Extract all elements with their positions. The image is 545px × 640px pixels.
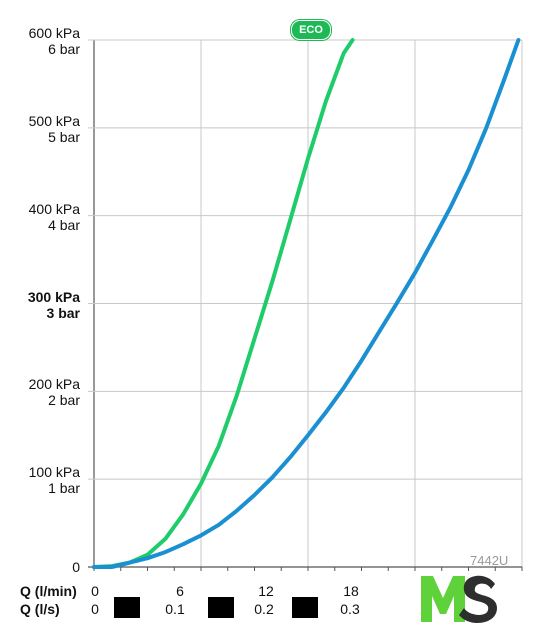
y-tick-kpa: 300 kPa (27, 288, 80, 305)
y-tick-kpa: 600 kPa (28, 25, 80, 41)
x-tick-lmin: 12 (258, 583, 274, 599)
y-tick-kpa: 100 kPa (28, 464, 80, 481)
y-tick-bar: 6 bar (48, 41, 80, 57)
y-tick-label: 300 kPa 3 bar (28, 289, 80, 321)
x-axis-label-ls: Q (l/s) (20, 601, 60, 617)
y-tick-label: 0 (72, 559, 80, 575)
eco-badge: ECO (291, 20, 331, 40)
x-tick-ls: 0 (91, 601, 99, 617)
y-tick-kpa: 200 kPa (28, 376, 80, 393)
y-tick-bar: 5 bar (48, 128, 80, 145)
y-tick-kpa: 0 (72, 559, 80, 575)
y-tick-bar: 1 bar (48, 480, 80, 497)
redaction-block (208, 597, 234, 618)
y-tick-label: 600 kPa 6 bar (29, 25, 80, 57)
redaction-block (292, 597, 318, 618)
product-code: 7442U (470, 553, 509, 568)
y-tick-bar: 2 bar (48, 392, 80, 409)
ms-logo (421, 575, 497, 623)
y-tick-kpa: 400 kPa (28, 200, 80, 217)
redaction-block (114, 597, 140, 618)
series-lines (92, 38, 521, 569)
x-tick-ls: 0.2 (254, 601, 274, 617)
y-tick-label: 100 kPa 1 bar (29, 464, 80, 496)
x-tick-lmin: 6 (176, 583, 184, 599)
y-tick-label: 500 kPa 5 bar (29, 113, 80, 145)
x-tick-ls: 0.3 (340, 601, 360, 617)
grid-lines (88, 39, 523, 571)
x-axis-label-lmin: Q (l/min) (20, 583, 77, 599)
y-tick-label: 400 kPa 4 bar (29, 201, 80, 233)
y-tick-bar: 3 bar (46, 304, 80, 321)
y-tick-label: 200 kPa 2 bar (29, 376, 80, 408)
x-tick-lmin: 0 (91, 583, 99, 599)
x-tick-lmin: 18 (343, 583, 359, 599)
y-tick-kpa: 500 kPa (28, 112, 80, 129)
y-tick-bar: 4 bar (48, 216, 80, 233)
series-line-standard (92, 38, 521, 569)
x-tick-ls: 0.1 (165, 601, 185, 617)
